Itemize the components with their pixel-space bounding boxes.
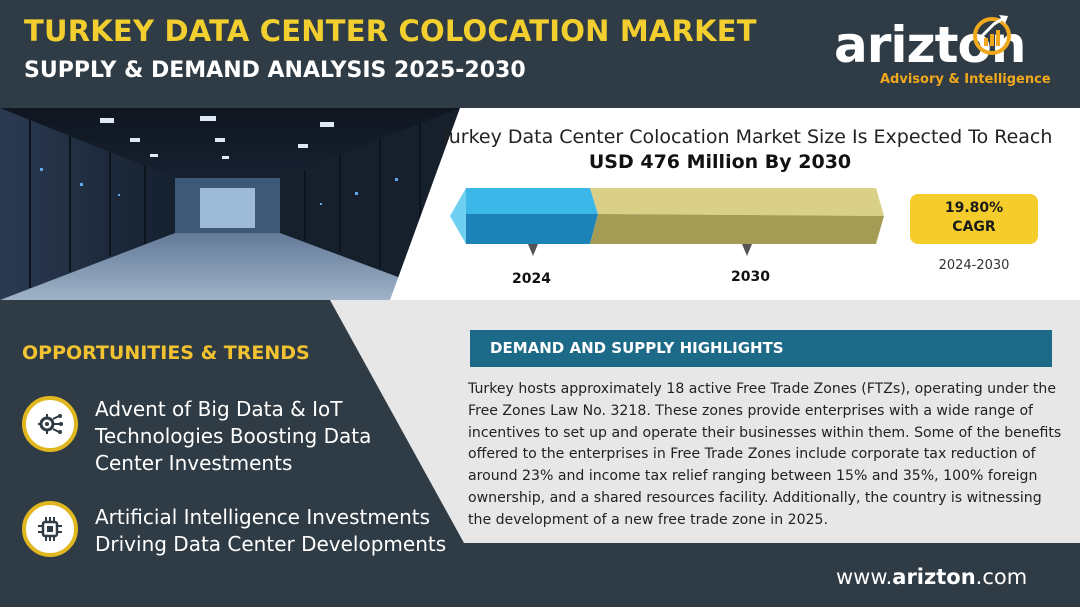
opportunity-icon-badge <box>22 396 78 452</box>
bar-2030-top <box>590 188 884 216</box>
website-suffix: .com <box>975 565 1028 589</box>
page-title: TURKEY DATA CENTER COLOCATION MARKET <box>24 14 757 48</box>
cagr-badge: 19.80% CAGR <box>910 194 1038 244</box>
opportunities-heading: OPPORTUNITIES & TRENDS <box>22 342 310 364</box>
ai-chip-icon <box>38 517 62 541</box>
page-subtitle: SUPPLY & DEMAND ANALYSIS 2025-2030 <box>24 58 526 83</box>
year-end-label: 2030 <box>731 269 770 285</box>
opportunity-item-ai: Artificial Intelligence Investments Driv… <box>95 505 447 556</box>
arizton-logo[interactable]: arizton Advisory & Intelligence <box>830 15 1060 96</box>
bar-2024-face <box>458 214 598 244</box>
website-link[interactable]: www.arizton.com <box>836 565 1027 589</box>
logo-tagline: Advisory & Intelligence <box>880 72 1051 87</box>
website-domain: arizton <box>892 565 976 589</box>
data-center-photo <box>0 108 460 300</box>
gear-circuit-icon <box>38 414 63 434</box>
bar-2024-top <box>458 188 598 214</box>
year-start-label: 2024 <box>512 271 551 287</box>
highlights-heading: DEMAND AND SUPPLY HIGHLIGHTS <box>470 330 1052 367</box>
market-size-statement: Turkey Data Center Colocation Market Siz… <box>440 126 1053 148</box>
cagr-period: 2024-2030 <box>938 258 1010 273</box>
highlights-body: Turkey hosts approximately 18 active Fre… <box>468 381 1062 528</box>
website-prefix: www. <box>836 565 893 589</box>
opportunity-item-big-data: Advent of Big Data & IoT Technologies Bo… <box>95 397 372 475</box>
header: TURKEY DATA CENTER COLOCATION MARKET SUP… <box>0 0 1080 108</box>
cagr-value: 19.80% <box>944 200 1004 216</box>
growth-arrow-graphic <box>450 188 884 256</box>
opportunity-icon-badge <box>22 501 78 557</box>
growth-arrow-icon <box>973 15 1011 55</box>
market-size-value: USD 476 Million By 2030 <box>588 151 852 173</box>
bar-2030-face <box>590 214 884 244</box>
cagr-label: CAGR <box>952 219 996 235</box>
